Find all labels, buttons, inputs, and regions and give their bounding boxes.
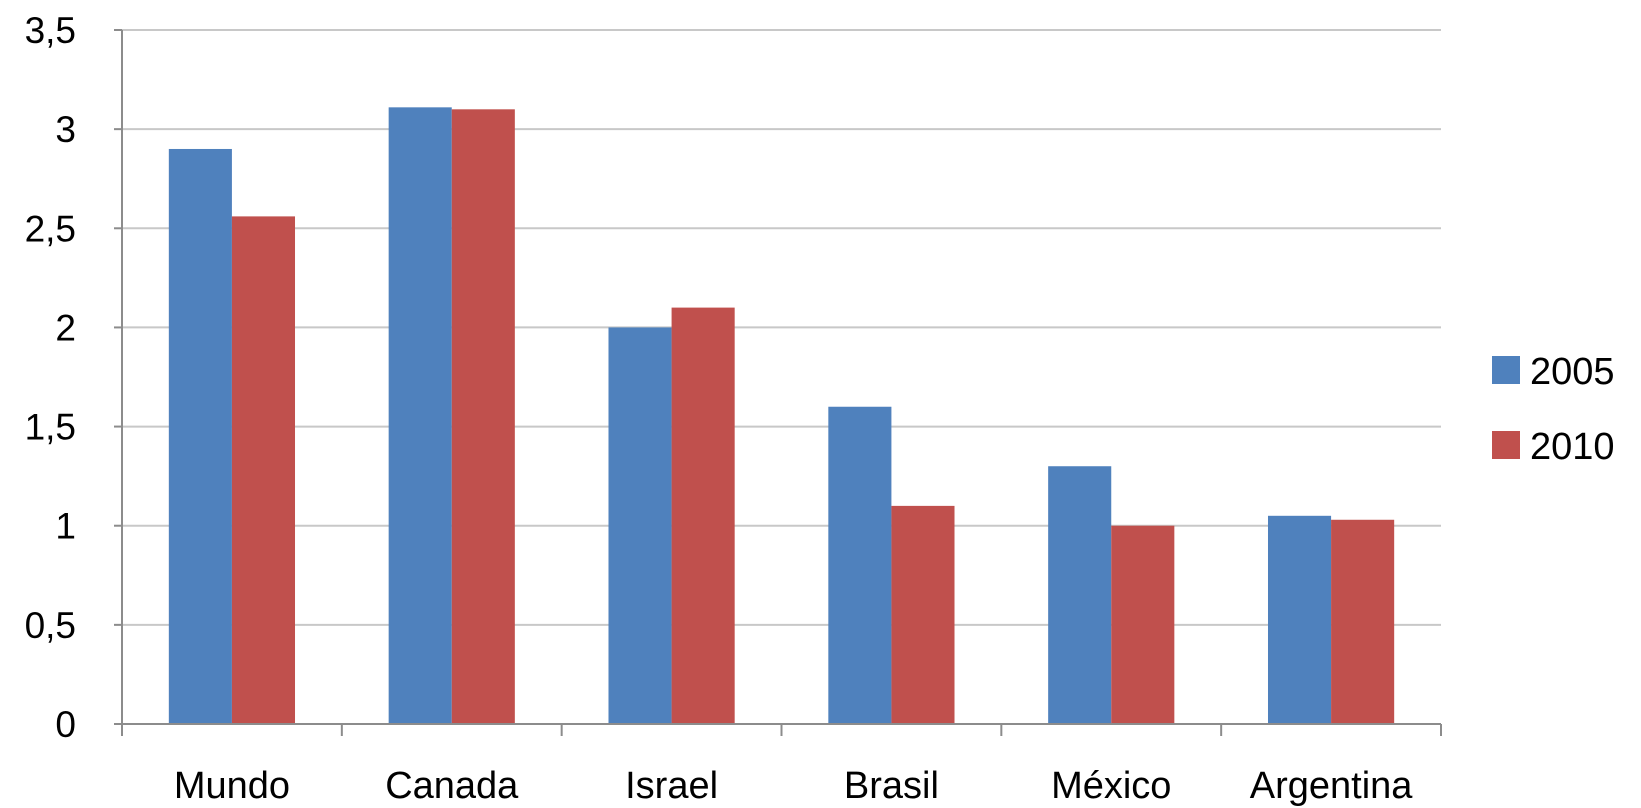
- bars: [168, 107, 1395, 725]
- bar-2005-canada: [388, 107, 452, 725]
- y-axis-tick-label: 3,5: [25, 10, 76, 51]
- bar-2010-canada: [451, 109, 515, 725]
- legend: 2005 2010: [1492, 351, 1615, 468]
- axes: [114, 29, 1442, 736]
- y-axis-tick-label: 0,5: [25, 605, 76, 646]
- bar-2010-mundo: [231, 216, 296, 725]
- bar-2010-brasil: [891, 505, 955, 724]
- legend-swatch-2010: [1492, 431, 1520, 459]
- y-axis-tick-label: 0: [55, 704, 76, 745]
- legend-label-2005: 2005: [1530, 351, 1615, 393]
- x-axis-category-label: Argentina: [1250, 765, 1414, 807]
- bar-2005-argentina: [1267, 515, 1332, 724]
- x-axis-category-labels: Mundo Canada Israel Brasil México Argentina: [174, 765, 1413, 807]
- legend-label-2010: 2010: [1530, 426, 1615, 468]
- y-axis-tick-label: 2,5: [25, 208, 76, 249]
- bar-2005-israel: [608, 327, 672, 724]
- bar-2010-méxico: [1111, 525, 1175, 724]
- x-axis-category-label: Canada: [385, 765, 519, 807]
- gridlines: [122, 29, 1441, 626]
- y-axis-tick-label: 1: [55, 506, 76, 547]
- y-axis-tick-label: 3: [55, 109, 76, 150]
- x-axis-category-label: México: [1051, 765, 1171, 807]
- legend-swatch-2005: [1492, 356, 1520, 384]
- bar-2010-israel: [671, 307, 735, 724]
- x-axis-category-label: Brasil: [844, 765, 939, 807]
- x-axis-category-label: Mundo: [174, 765, 290, 807]
- y-axis-tick-label: 2: [55, 307, 76, 348]
- bar-2010-argentina: [1331, 519, 1395, 724]
- bar-2005-brasil: [828, 406, 892, 724]
- y-axis-tick-label: 1,5: [25, 407, 76, 448]
- x-axis-category-label: Israel: [625, 765, 718, 807]
- bar-2005-mundo: [168, 148, 232, 724]
- y-axis-tick-labels: 0 0,5 1 1,5 2 2,5 3 3,5: [25, 10, 76, 745]
- bar-2005-méxico: [1048, 466, 1112, 724]
